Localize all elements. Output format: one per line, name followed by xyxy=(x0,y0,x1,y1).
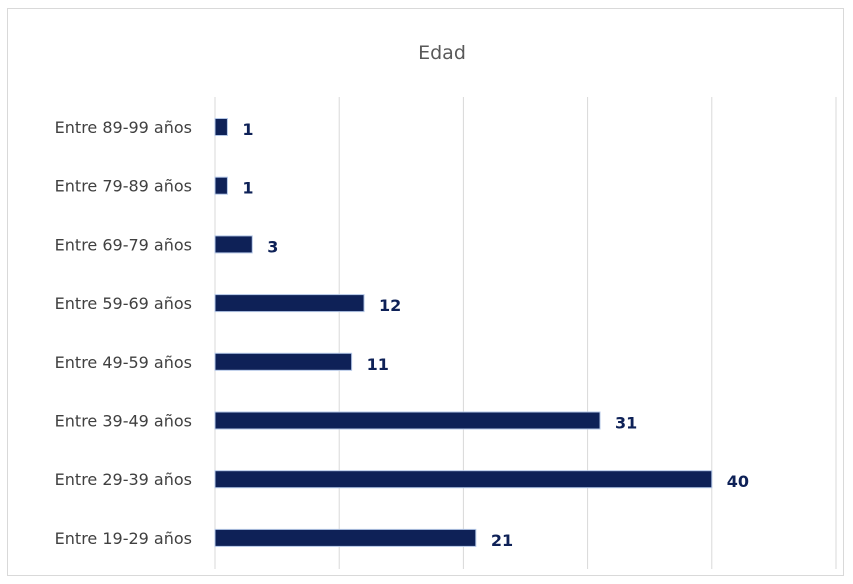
bar-5 xyxy=(214,352,353,371)
bar-6 xyxy=(214,411,601,430)
gridlines xyxy=(338,97,837,569)
data-label-1: 1 xyxy=(242,120,253,139)
bar-2 xyxy=(214,176,228,195)
category-label-7: Entre 29-39 años xyxy=(55,470,192,489)
data-label-3: 3 xyxy=(267,237,278,256)
data-label-5: 11 xyxy=(367,355,389,374)
bar-4 xyxy=(214,294,365,313)
category-label-8: Entre 19-29 años xyxy=(55,529,192,548)
category-labels: Entre 89-99 años Entre 79-89 años Entre 69… xyxy=(55,118,192,548)
data-label-8: 21 xyxy=(491,531,513,550)
data-label-2: 1 xyxy=(242,179,253,198)
category-label-5: Entre 49-59 años xyxy=(55,353,192,372)
category-label-4: Entre 59-69 años xyxy=(55,294,192,313)
category-label-6: Entre 39-49 años xyxy=(55,412,192,431)
data-label-7: 40 xyxy=(727,472,749,491)
bar-1 xyxy=(214,118,228,136)
bar-3 xyxy=(214,235,253,254)
data-label-6: 31 xyxy=(615,414,637,433)
category-label-1: Entre 89-99 años xyxy=(55,118,192,137)
bar-8 xyxy=(214,528,477,547)
category-label-3: Entre 69-79 años xyxy=(55,235,192,254)
chart-title: Edad xyxy=(418,42,466,64)
bar-7 xyxy=(214,470,713,489)
category-label-2: Entre 79-89 años xyxy=(55,177,192,196)
data-label-4: 12 xyxy=(379,296,401,315)
bars xyxy=(214,118,713,547)
chart-frame: Edad Entre 89-99 años Entre 79-89 años Ent… xyxy=(7,8,844,576)
